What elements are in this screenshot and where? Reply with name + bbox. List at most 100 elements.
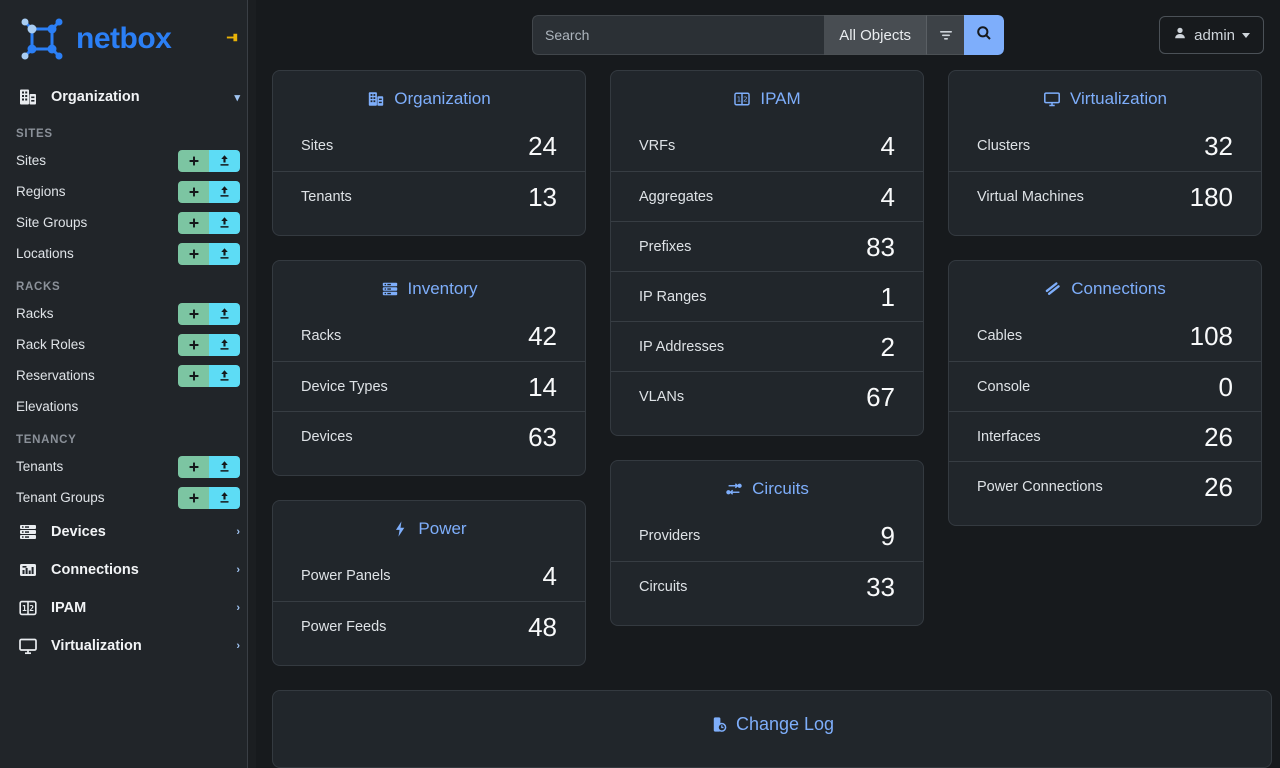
card-title-virtualization[interactable]: Virtualization [949, 83, 1261, 121]
sidebar-item-tenants[interactable]: Tenants [0, 451, 256, 482]
search-scope-dropdown[interactable]: All Objects [824, 15, 926, 55]
stat-row[interactable]: Power Connections 26 [949, 461, 1261, 511]
stat-row[interactable]: Aggregates 4 [611, 171, 923, 221]
stat-value: 180 [1189, 181, 1233, 212]
svg-text:2: 2 [743, 95, 747, 104]
stat-row[interactable]: Device Types 14 [273, 361, 585, 411]
stat-row[interactable]: Clusters 32 [949, 121, 1261, 171]
stat-value: 0 [1218, 371, 1233, 402]
add-button[interactable] [178, 302, 209, 325]
sidebar-section-label: IPAM [51, 600, 87, 616]
search-input[interactable] [532, 15, 825, 55]
stat-row[interactable]: Prefixes 83 [611, 221, 923, 271]
filter-icon[interactable] [926, 15, 964, 55]
stat-row[interactable]: Console 0 [949, 361, 1261, 411]
card-title-circuits[interactable]: Circuits [611, 473, 923, 511]
stat-row[interactable]: Virtual Machines 180 [949, 171, 1261, 221]
stat-row[interactable]: Devices 63 [273, 411, 585, 461]
sidebar-item-reservations[interactable]: Reservations [0, 360, 256, 391]
sidebar-item-label: Sites [16, 153, 47, 168]
card-title-inventory[interactable]: Inventory [273, 273, 585, 311]
card-title-organization[interactable]: Organization [273, 83, 585, 121]
sidebar-section-label: Virtualization [51, 638, 142, 654]
stat-value: 4 [880, 181, 895, 212]
sidebar-item-regions[interactable]: Regions [0, 176, 256, 207]
netbox-logo-icon [18, 15, 66, 63]
sidebar-item-sites[interactable]: Sites [0, 145, 256, 176]
sidebar-item-site-groups[interactable]: Site Groups [0, 207, 256, 238]
import-button[interactable] [209, 180, 240, 203]
stat-row[interactable]: IP Addresses 2 [611, 321, 923, 371]
import-button[interactable] [209, 455, 240, 478]
sidebar-item-actions [178, 455, 240, 478]
stat-row[interactable]: Power Feeds 48 [273, 601, 585, 651]
import-button[interactable] [209, 333, 240, 356]
stat-row[interactable]: Circuits 33 [611, 561, 923, 611]
stat-row[interactable]: IP Ranges 1 [611, 271, 923, 321]
card-title-label: Power [418, 519, 467, 538]
changelog-card-title[interactable]: Change Log [273, 705, 1271, 747]
stat-row[interactable]: Sites 24 [273, 121, 585, 171]
stat-label: Power Connections [977, 478, 1103, 495]
sidebar-section-label: Organization [51, 89, 140, 105]
add-button[interactable] [178, 364, 209, 387]
card-title-ipam[interactable]: 1 2 IPAM [611, 83, 923, 121]
stat-label: IP Ranges [639, 288, 707, 305]
building-icon [18, 87, 38, 107]
sidebar-item-label: Regions [16, 184, 66, 199]
stat-row[interactable]: Providers 9 [611, 511, 923, 561]
add-button[interactable] [178, 455, 209, 478]
stat-label: Providers [639, 528, 701, 544]
sidebar-item-actions [178, 242, 240, 265]
sidebar-item-racks[interactable]: Racks [0, 298, 256, 329]
card-title-power[interactable]: Power [273, 513, 585, 551]
import-button[interactable] [209, 211, 240, 234]
search-icon [976, 25, 992, 46]
stat-value: 4 [542, 561, 557, 591]
add-button[interactable] [178, 211, 209, 234]
user-menu-button[interactable]: admin [1159, 16, 1264, 54]
stat-row[interactable]: Interfaces 26 [949, 411, 1261, 461]
import-button[interactable] [209, 302, 240, 325]
pin-icon[interactable] [225, 30, 240, 48]
stat-label: Cables [977, 328, 1023, 344]
svg-text:1: 1 [22, 604, 27, 613]
stat-row[interactable]: Racks 42 [273, 311, 585, 361]
sidebar-section-connections[interactable]: Connections › [0, 551, 256, 589]
top-bar: All Objects [256, 0, 1280, 70]
sidebar-scrollbar[interactable] [248, 0, 256, 768]
add-button[interactable] [178, 149, 209, 172]
sidebar-item-locations[interactable]: Locations [0, 238, 256, 269]
sidebar-item-tenant-groups[interactable]: Tenant Groups [0, 482, 256, 513]
sidebar-section-virtualization[interactable]: Virtualization › [0, 627, 256, 665]
stat-label: Console [977, 378, 1031, 395]
import-button[interactable] [209, 486, 240, 509]
sidebar-section-ipam[interactable]: 1 2 IPAM › [0, 589, 256, 627]
sidebar-item-elevations[interactable]: Elevations [0, 391, 256, 422]
brand-header[interactable]: netbox [0, 0, 256, 78]
add-button[interactable] [178, 180, 209, 203]
sidebar-item-label: Rack Roles [16, 337, 86, 352]
stat-label: Racks [301, 328, 342, 344]
card-title-connections[interactable]: Connections [949, 273, 1261, 311]
add-button[interactable] [178, 242, 209, 265]
sidebar-item-label: Elevations [16, 399, 79, 414]
sidebar-section-devices[interactable]: Devices › [0, 513, 256, 551]
stat-row[interactable]: Power Panels 4 [273, 551, 585, 601]
stat-row[interactable]: Cables 108 [949, 311, 1261, 361]
add-button[interactable] [178, 333, 209, 356]
add-button[interactable] [178, 486, 209, 509]
sidebar-section-organization[interactable]: Organization ▾ [0, 78, 256, 116]
stat-label: Devices [301, 428, 353, 445]
sidebar-item-rack-roles[interactable]: Rack Roles [0, 329, 256, 360]
stat-row[interactable]: VRFs 4 [611, 121, 923, 171]
import-button[interactable] [209, 242, 240, 265]
search-submit-button[interactable] [964, 15, 1004, 55]
stat-value: 108 [1189, 321, 1233, 351]
stat-row[interactable]: VLANs 67 [611, 371, 923, 421]
stat-row[interactable]: Tenants 13 [273, 171, 585, 221]
stat-label: VRFs [639, 138, 676, 154]
import-button[interactable] [209, 149, 240, 172]
import-button[interactable] [209, 364, 240, 387]
